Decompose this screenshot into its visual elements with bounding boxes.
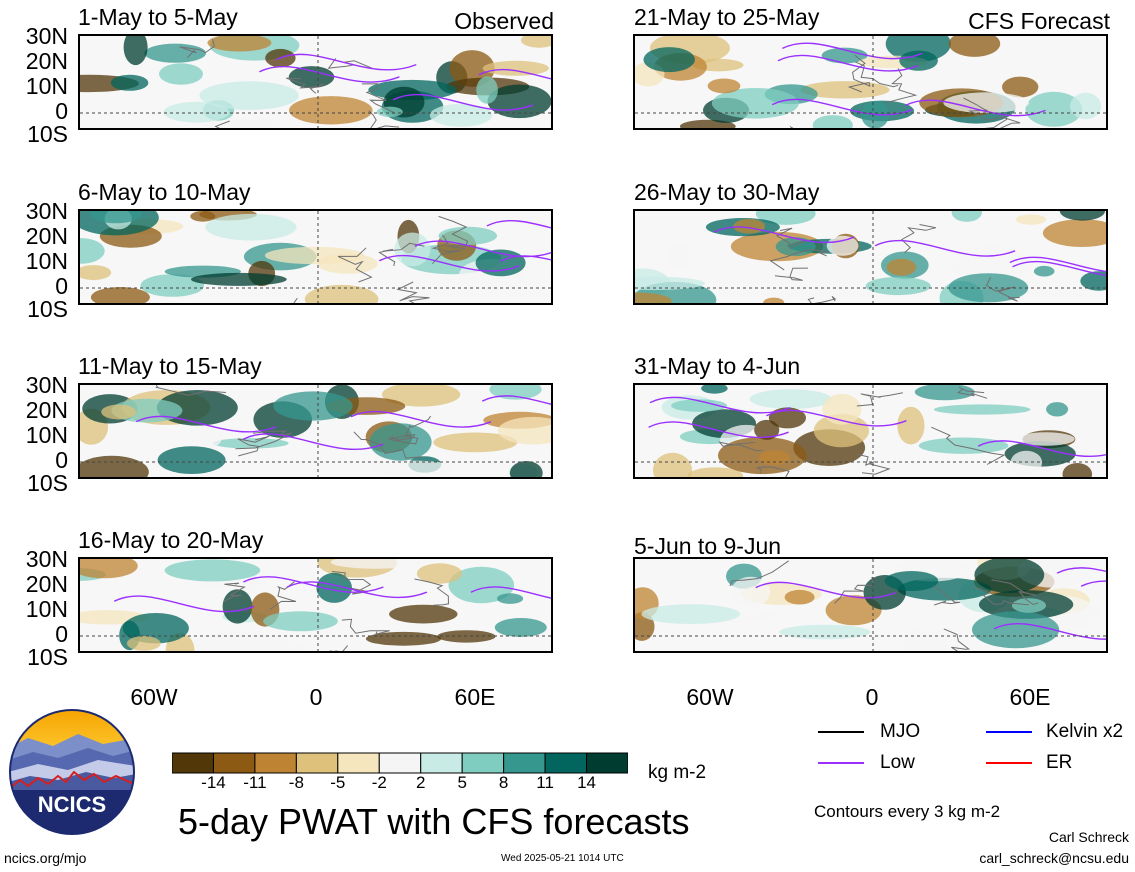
lat-label: 20N bbox=[25, 397, 68, 423]
lat-label: 10S bbox=[27, 121, 68, 147]
panel-title: 11-May to 15-May bbox=[78, 353, 262, 379]
lat-label: 0 bbox=[55, 273, 68, 299]
lat-label: 30N bbox=[25, 372, 68, 398]
lat-label: 0 bbox=[55, 621, 68, 647]
lat-label: 10N bbox=[25, 248, 68, 274]
lat-label: 20N bbox=[25, 48, 68, 74]
ncics-logo: NCICS bbox=[9, 709, 135, 835]
lat-label: 30N bbox=[25, 23, 68, 49]
colorbar-label: 2 bbox=[415, 773, 426, 792]
figure-title: 5-day PWAT with CFS forecasts bbox=[178, 801, 690, 842]
footer-url: ncics.org/mjo bbox=[4, 850, 87, 866]
colorbar-swatch bbox=[378, 752, 422, 774]
panel-title: 31-May to 4-Jun bbox=[634, 353, 801, 379]
pwat-map bbox=[635, 559, 1106, 651]
colorbar-swatch bbox=[172, 752, 214, 774]
legend-label-mjo: MJO bbox=[880, 721, 921, 742]
colorbar-swatch bbox=[337, 752, 380, 774]
legend-label-kelvin: Kelvin x2 bbox=[1046, 721, 1124, 742]
panel-title: 21-May to 25-May bbox=[634, 4, 820, 30]
pwat-map bbox=[635, 385, 1106, 477]
pwat-map bbox=[635, 36, 1106, 128]
colorbar bbox=[172, 752, 628, 774]
lat-label: 10S bbox=[27, 296, 68, 322]
colorbar-swatch bbox=[503, 752, 546, 774]
panel-title: 1-May to 5-May bbox=[78, 4, 238, 30]
lat-label: 10S bbox=[27, 644, 68, 670]
map-panel-forecast-2 bbox=[633, 209, 1108, 305]
lon-label: 0 bbox=[309, 684, 323, 710]
map-panel-observed-1 bbox=[78, 34, 553, 130]
panel-title: 5-Jun to 9-Jun bbox=[634, 533, 782, 559]
pwat-map bbox=[80, 385, 551, 477]
lat-label: 0 bbox=[55, 447, 68, 473]
pwat-map bbox=[80, 36, 551, 128]
colorbar-units: kg m-2 bbox=[648, 762, 707, 783]
map-panel-forecast-1 bbox=[633, 34, 1108, 130]
colorbar-label: -11 bbox=[243, 773, 267, 792]
colorbar-label: -8 bbox=[288, 773, 304, 792]
legend-line-low bbox=[818, 762, 864, 764]
map-panel-observed-3 bbox=[78, 383, 553, 479]
map-panel-observed-4 bbox=[78, 557, 553, 653]
forecast-label: CFS Forecast bbox=[968, 8, 1110, 34]
lat-label: 20N bbox=[25, 571, 68, 597]
lat-label: 20N bbox=[25, 223, 68, 249]
footer-timestamp: Wed 2025-05-21 1014 UTC bbox=[501, 853, 624, 864]
map-panel-forecast-3 bbox=[633, 383, 1108, 479]
colorbar-label: 5 bbox=[457, 773, 467, 792]
pwat-map bbox=[635, 211, 1106, 303]
lat-label: 10N bbox=[25, 73, 68, 99]
colorbar-label: -14 bbox=[201, 773, 226, 792]
lat-label: 10N bbox=[25, 422, 68, 448]
colorbar-swatch bbox=[544, 752, 588, 774]
legend-label-er: ER bbox=[1046, 752, 1073, 773]
colorbar-label: 8 bbox=[498, 773, 509, 792]
legend-line-er bbox=[986, 762, 1032, 764]
pwat-map bbox=[80, 211, 551, 303]
legend-line-kelvin bbox=[986, 731, 1032, 733]
colorbar-swatch bbox=[212, 752, 256, 774]
footer-email: carl_schreck@ncsu.edu bbox=[979, 850, 1129, 866]
colorbar-swatch bbox=[586, 752, 628, 774]
observed-label: Observed bbox=[454, 8, 554, 34]
lon-label: 60W bbox=[686, 684, 734, 710]
lon-label: 60E bbox=[454, 684, 496, 710]
lat-label: 10N bbox=[25, 596, 68, 622]
lat-label: 10S bbox=[27, 470, 68, 496]
colorbar-label: 11 bbox=[536, 773, 554, 792]
colorbar-label: -2 bbox=[371, 773, 387, 792]
lat-label: 30N bbox=[25, 546, 68, 572]
panel-title: 6-May to 10-May bbox=[78, 179, 251, 205]
map-panel-forecast-4 bbox=[633, 557, 1108, 653]
colorbar-label: 14 bbox=[577, 773, 596, 792]
colorbar-swatch bbox=[254, 752, 297, 774]
panel-title: 16-May to 20-May bbox=[78, 527, 264, 553]
colorbar-swatch bbox=[461, 752, 505, 774]
lon-label: 60E bbox=[1009, 684, 1051, 710]
panel-title: 26-May to 30-May bbox=[634, 179, 820, 205]
pwat-map bbox=[80, 559, 551, 651]
colorbar-swatch bbox=[420, 752, 463, 774]
colorbar-swatch bbox=[295, 752, 339, 774]
lon-label: 0 bbox=[865, 684, 879, 710]
legend-line-mjo bbox=[818, 731, 864, 733]
logo-text: NCICS bbox=[38, 792, 106, 817]
lon-label: 60W bbox=[130, 684, 178, 710]
lat-label: 30N bbox=[25, 198, 68, 224]
map-panel-observed-2 bbox=[78, 209, 553, 305]
footer-author: Carl Schreck bbox=[1048, 829, 1129, 845]
legend-label-low: Low bbox=[880, 752, 915, 773]
lat-label: 0 bbox=[55, 98, 68, 124]
contour-note: Contours every 3 kg m-2 bbox=[814, 802, 1001, 821]
colorbar-label: -5 bbox=[330, 773, 346, 792]
